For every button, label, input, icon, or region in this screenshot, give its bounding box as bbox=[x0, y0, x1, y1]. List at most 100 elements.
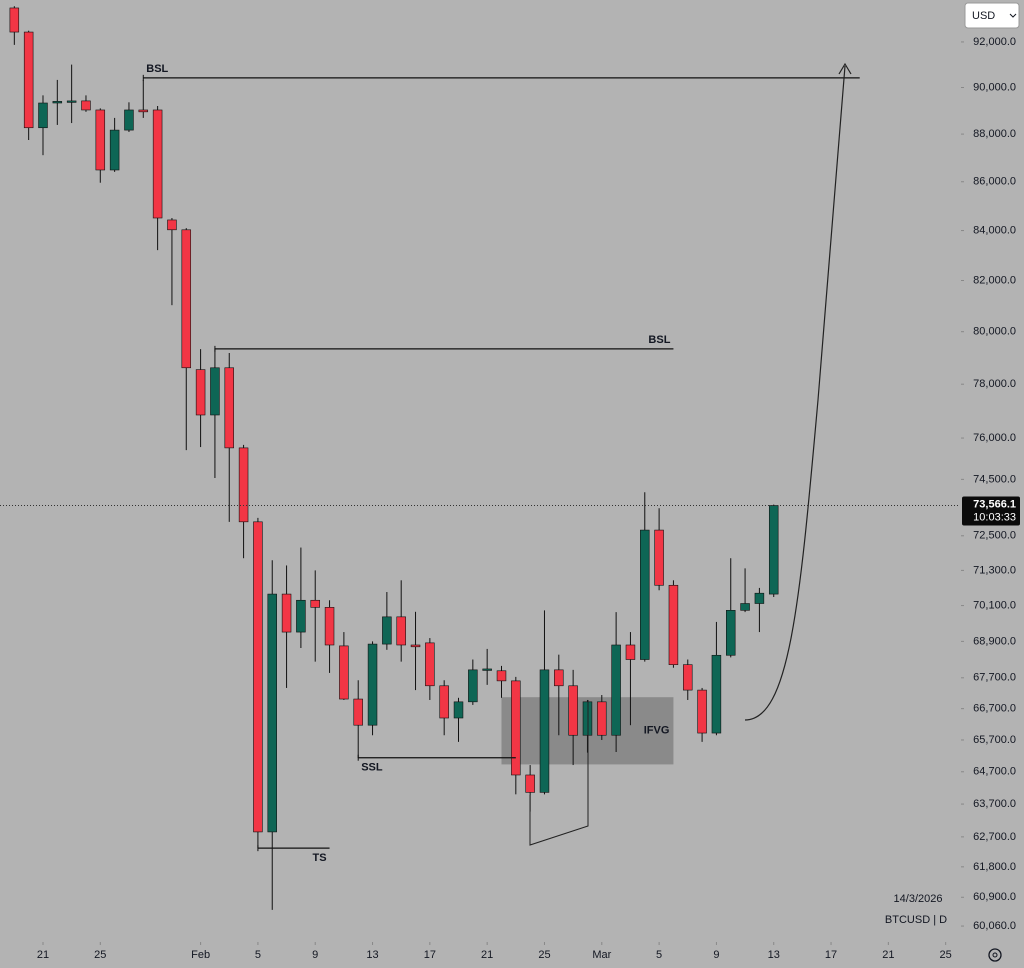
candle-body bbox=[353, 698, 363, 726]
candle-body bbox=[496, 670, 507, 682]
candle-body bbox=[281, 593, 292, 633]
candle-body bbox=[410, 644, 421, 648]
last-price-label: 73,566.1 bbox=[973, 498, 1016, 510]
candle-body bbox=[468, 669, 478, 703]
y-tick-label: 63,700.0 bbox=[973, 798, 1016, 810]
level-label: SSL bbox=[361, 762, 383, 774]
candle-body bbox=[238, 447, 249, 523]
x-tick-label: Mar bbox=[592, 949, 611, 961]
candle-body bbox=[38, 102, 48, 129]
x-tick-label: 21 bbox=[37, 949, 49, 961]
x-tick-label: 25 bbox=[538, 949, 550, 961]
y-tick-label: 71,300.0 bbox=[973, 564, 1016, 576]
gear-inner[interactable] bbox=[992, 952, 998, 958]
currency-select[interactable] bbox=[964, 2, 1020, 29]
x-tick-label: 25 bbox=[940, 949, 952, 961]
candle-body bbox=[683, 664, 693, 691]
y-tick-label: 66,700.0 bbox=[973, 703, 1016, 715]
x-tick-label: 25 bbox=[94, 949, 106, 961]
candle-body bbox=[66, 100, 77, 103]
y-tick-label: 65,700.0 bbox=[973, 734, 1016, 746]
level-label: BSL bbox=[146, 63, 168, 75]
y-tick-label: 86,000.0 bbox=[973, 176, 1016, 188]
candle-body bbox=[324, 607, 335, 646]
y-tick-label: 62,700.0 bbox=[973, 831, 1016, 843]
candle-body bbox=[554, 669, 564, 687]
candle-body bbox=[296, 599, 306, 633]
x-tick-label: Feb bbox=[191, 949, 210, 961]
candle-body bbox=[152, 109, 163, 219]
candles-layer bbox=[9, 6, 779, 910]
candle-body bbox=[267, 593, 277, 833]
candle-body bbox=[740, 603, 750, 611]
date-stamp: 14/3/2026 bbox=[894, 893, 943, 905]
candle-body bbox=[482, 668, 492, 671]
candle-body bbox=[52, 101, 63, 104]
candle-body bbox=[109, 129, 120, 171]
candle-body bbox=[754, 592, 765, 604]
candle-body bbox=[597, 701, 607, 736]
y-tick-label: 74,500.0 bbox=[973, 473, 1016, 485]
candle-body bbox=[611, 644, 621, 736]
candle-body bbox=[525, 774, 535, 793]
candle-body bbox=[640, 529, 650, 660]
countdown-label: 10:03:33 bbox=[973, 511, 1016, 523]
y-tick-label: 82,000.0 bbox=[973, 274, 1016, 286]
y-tick-label: 60,900.0 bbox=[973, 891, 1016, 903]
candle-body bbox=[726, 610, 736, 656]
x-tick-label: 9 bbox=[713, 949, 719, 961]
symbol-label: BTCUSD | D bbox=[885, 914, 947, 926]
x-tick-label: 13 bbox=[768, 949, 780, 961]
candle-body bbox=[396, 616, 406, 646]
y-tick-label: 60,060.0 bbox=[973, 920, 1016, 932]
candle-body bbox=[253, 521, 263, 833]
candle-body bbox=[195, 369, 206, 416]
candle-body bbox=[310, 599, 320, 608]
candle-body bbox=[9, 7, 20, 33]
level-label: BSL bbox=[648, 334, 670, 346]
candle-body bbox=[95, 109, 106, 171]
candle-body bbox=[625, 644, 636, 660]
y-tick-label: 88,000.0 bbox=[973, 128, 1016, 140]
candle-body bbox=[181, 229, 192, 369]
arrow-head bbox=[838, 62, 852, 75]
candle-body bbox=[668, 584, 679, 665]
y-tick-label: 68,900.0 bbox=[973, 635, 1016, 647]
candle-body bbox=[224, 367, 234, 449]
y-tick-label: 78,000.0 bbox=[973, 378, 1016, 390]
y-tick-label: 84,000.0 bbox=[973, 224, 1016, 236]
candle-body bbox=[654, 529, 664, 586]
candle-body bbox=[81, 100, 91, 111]
x-tick-label: 17 bbox=[424, 949, 436, 961]
candle-body bbox=[697, 689, 707, 734]
last-price-box bbox=[962, 496, 1020, 526]
candle-body bbox=[768, 505, 779, 595]
candle-body bbox=[425, 642, 435, 687]
dropdown-caret[interactable] bbox=[1009, 13, 1017, 18]
x-tick-label: 5 bbox=[255, 949, 261, 961]
x-tick-label: 21 bbox=[882, 949, 894, 961]
gear-outer[interactable] bbox=[988, 948, 1002, 962]
candle-body bbox=[382, 616, 392, 645]
candle-body bbox=[210, 367, 220, 416]
y-tick-label: 64,700.0 bbox=[973, 766, 1016, 778]
candle-body bbox=[339, 645, 349, 700]
currency-label[interactable]: USD bbox=[972, 10, 995, 22]
candle-body bbox=[568, 685, 578, 736]
annotations-layer: BSL BSL SSL TS bbox=[142, 63, 860, 864]
candle-body bbox=[511, 680, 521, 776]
x-tick-label: 17 bbox=[825, 949, 837, 961]
candle-body bbox=[539, 669, 550, 793]
level-label: TS bbox=[312, 852, 326, 864]
x-tick-label: 13 bbox=[366, 949, 378, 961]
candle-body bbox=[124, 109, 134, 131]
y-tick-label: 70,100.0 bbox=[973, 599, 1016, 611]
y-tick-label: 80,000.0 bbox=[973, 326, 1016, 338]
settings-icon[interactable] bbox=[988, 948, 1002, 962]
candle-body bbox=[23, 31, 34, 129]
y-tick-label: 90,000.0 bbox=[973, 81, 1016, 93]
projection-arrow bbox=[744, 65, 846, 721]
